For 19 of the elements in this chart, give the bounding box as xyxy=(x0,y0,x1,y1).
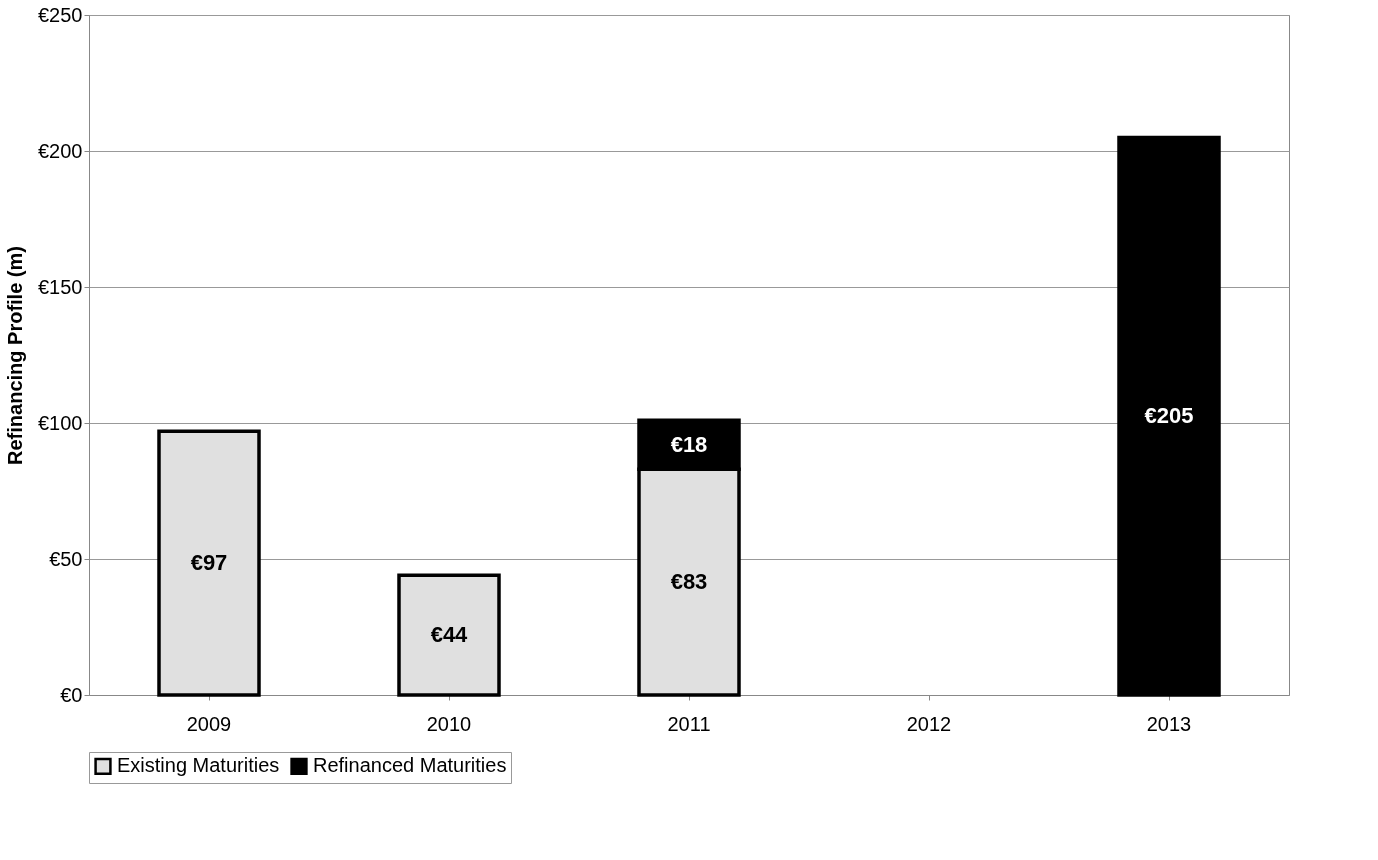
x-tick-label: 2012 xyxy=(906,712,952,735)
x-tick-label: 2010 xyxy=(426,712,472,735)
data-label: €44 xyxy=(430,622,469,648)
x-tick-label: 2009 xyxy=(186,712,232,735)
y-tick-label: €250 xyxy=(38,3,83,26)
legend-label: Existing Maturities xyxy=(117,754,280,777)
data-label: €18 xyxy=(670,431,708,457)
data-label: €83 xyxy=(670,569,708,595)
y-tick-label: €100 xyxy=(38,411,83,434)
x-tick-label: 2011 xyxy=(667,712,711,735)
y-tick-label: €50 xyxy=(49,547,83,570)
y-axis-title: Refinancing Profile (m) xyxy=(4,246,27,465)
data-label: €97 xyxy=(190,550,228,576)
y-tick-label: €0 xyxy=(60,683,83,706)
y-tick-label: €150 xyxy=(38,275,83,298)
x-tick-label: 2013 xyxy=(1146,712,1192,735)
legend-label: Refinanced Maturities xyxy=(313,754,507,777)
data-label: €205 xyxy=(1144,403,1194,429)
y-tick-label: €200 xyxy=(38,139,83,162)
